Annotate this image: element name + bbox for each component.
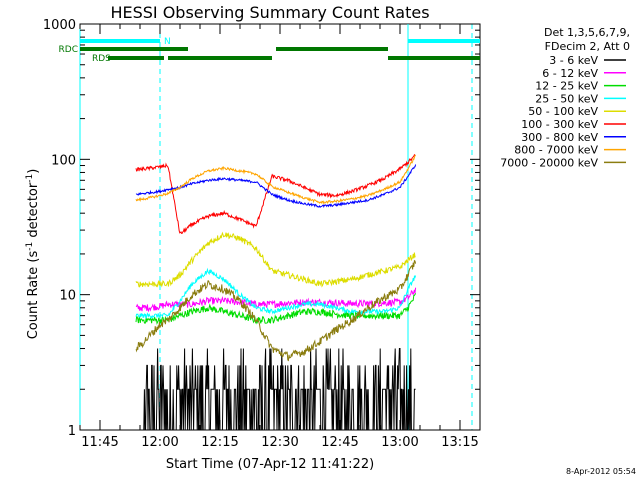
x-tick-label: 12:15	[201, 435, 238, 450]
x-tick-label: 12:30	[261, 435, 298, 450]
x-tick-label: 11:45	[81, 435, 118, 450]
legend: Det 1,3,5,6,7,9, FDecim 2, Att 0 3 - 6 k…	[500, 26, 630, 169]
y-tick-label: 10	[59, 289, 76, 304]
x-tick-label: 13:00	[381, 435, 418, 450]
series-line	[135, 293, 417, 325]
axes: 1 10 100 1000 11:45 12:00 12:15 12:30 12:45 13:00…	[43, 18, 481, 450]
vertical-markers	[79, 24, 473, 430]
series-line	[135, 259, 417, 362]
series-line	[135, 231, 416, 288]
chart-title: HESSI Observing Summary Count Rates	[110, 3, 429, 22]
night-label: N	[164, 37, 171, 47]
y-tick-label: 1	[68, 424, 76, 439]
series-lines	[135, 153, 417, 431]
legend-header-2: FDecim 2, Att 0	[545, 40, 630, 53]
legend-entry: 300 - 800 keV	[521, 131, 598, 144]
legend-entry: 25 - 50 keV	[535, 92, 598, 105]
series-line	[135, 153, 416, 235]
plot-frame	[79, 23, 481, 431]
x-axis-label: Start Time (07-Apr-12 11:41:22)	[166, 457, 374, 472]
legend-entry: 50 - 100 keV	[528, 105, 598, 118]
legend-entry: 3 - 6 keV	[549, 54, 598, 67]
series-line	[135, 267, 417, 320]
legend-entry: 6 - 12 keV	[542, 67, 598, 80]
plot-area	[79, 23, 481, 431]
x-tick-label: 13:15	[441, 435, 478, 450]
series-line	[135, 164, 417, 208]
legend-entry: 7000 - 20000 keV	[500, 156, 598, 169]
x-tick-label: 12:00	[141, 435, 178, 450]
legend-entry: 800 - 7000 keV	[514, 144, 598, 157]
series-line	[136, 348, 416, 431]
footer-timestamp: 8-Apr-2012 05:54	[566, 467, 636, 476]
legend-entry: 12 - 25 keV	[535, 80, 598, 93]
y-axis-label: Count Rate (s-1 detector-1)	[25, 169, 41, 340]
y-tick-label: 1000	[43, 18, 76, 33]
rds-label: RDS	[92, 54, 111, 64]
y-tick-label: 100	[51, 153, 76, 168]
series-line	[135, 154, 416, 205]
x-tick-label: 12:45	[321, 435, 358, 450]
rdc-label: RDC	[59, 45, 78, 55]
status-bars: N RDC RDS	[59, 37, 480, 64]
legend-entry: 100 - 300 keV	[521, 118, 598, 131]
legend-header-1: Det 1,3,5,6,7,9,	[544, 26, 630, 39]
series-line	[135, 287, 417, 313]
